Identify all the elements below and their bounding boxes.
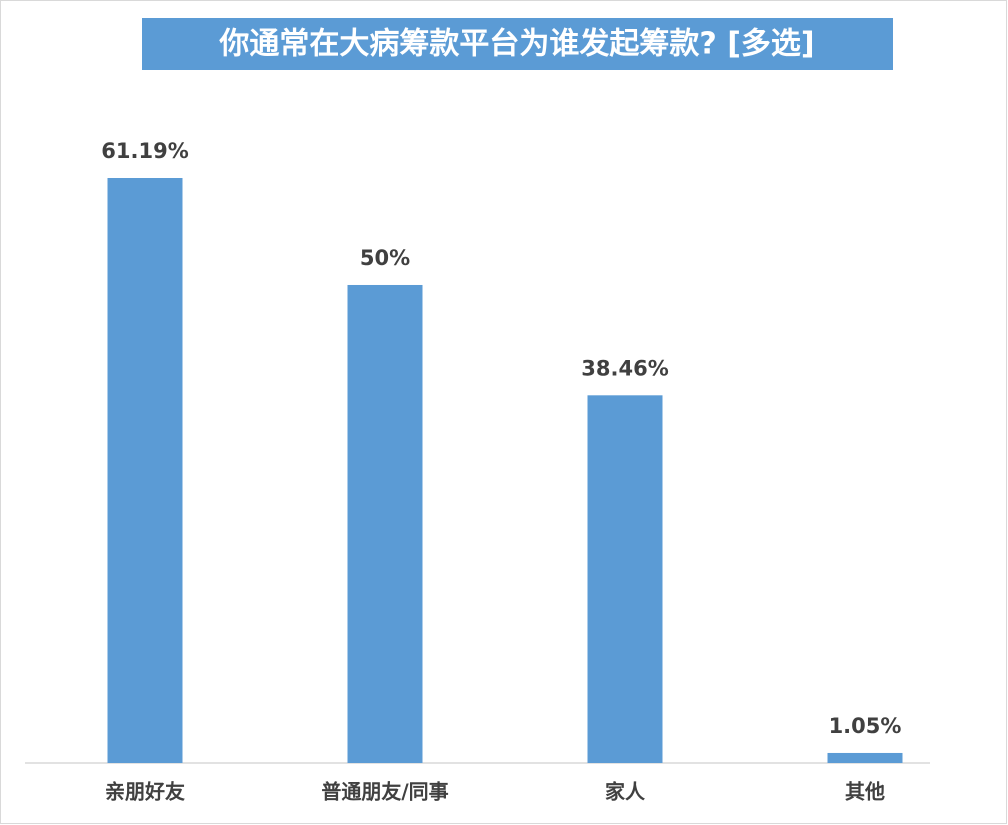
bar [587,395,663,763]
chart-title: 你通常在大病筹款平台为谁发起筹款? [多选] [218,27,814,62]
x-tick-label: 普通朋友/同事 [321,780,448,804]
value-label: 1.05% [829,714,902,738]
bar [827,752,903,763]
value-label: 38.46% [581,356,668,380]
x-tick-label: 亲朋好友 [105,780,185,804]
bar [107,178,183,763]
bar [347,284,423,763]
x-tick-label: 家人 [605,780,646,804]
x-tick-label: 其他 [845,780,885,804]
value-label: 50% [360,246,410,270]
title-background [142,18,893,70]
value-label: 61.19% [101,139,188,163]
